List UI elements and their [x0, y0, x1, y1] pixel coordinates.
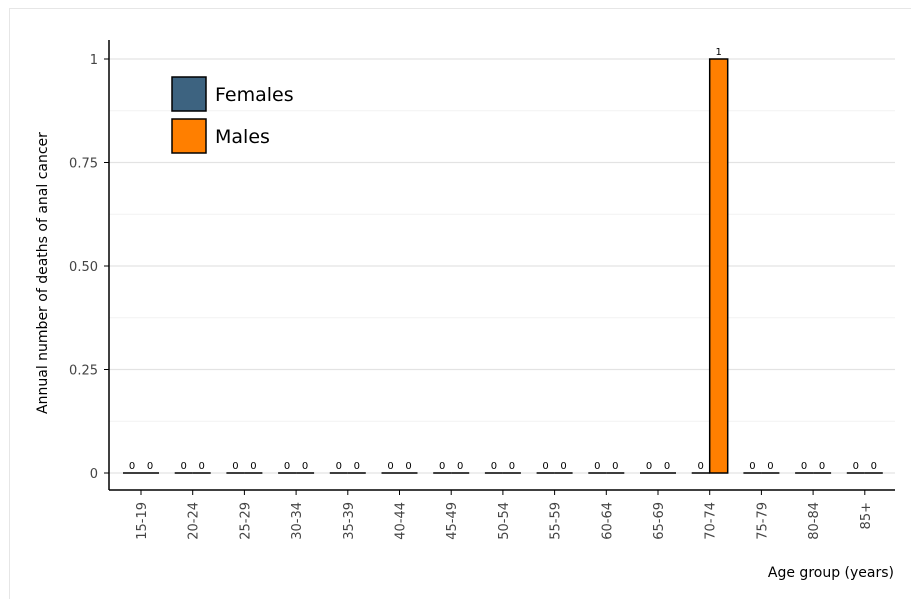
legend: Females Males	[171, 76, 294, 154]
data-label: 0	[509, 461, 515, 472]
x-tick-label: 65-69	[652, 502, 667, 540]
data-label: 0	[387, 461, 393, 472]
tick-labels: 0 0.25 0.50 0.75 1 15-19 20-24 25-29 30-34 35-39 4…	[69, 53, 874, 540]
x-tick-label: 85+	[859, 502, 874, 529]
data-label: 0	[457, 461, 463, 472]
data-label: 0	[853, 461, 859, 472]
y-tick-label: 1	[90, 53, 98, 68]
data-label: 0	[147, 461, 153, 472]
data-label: 0	[336, 461, 342, 472]
bar-males-70-74	[708, 58, 729, 474]
legend-swatch-females	[171, 76, 207, 112]
gridlines	[109, 58, 895, 474]
x-tick-label: 55-59	[549, 502, 564, 540]
data-label: 0	[129, 461, 135, 472]
data-labels: 0 0 0 0 0 0 0 0 0 0 0 0 0 0 0 0 0 0 0 0 0 0 0 1 0 0 0 0 0 0	[129, 47, 877, 472]
data-label: 0	[612, 461, 618, 472]
data-label: 0	[439, 461, 445, 472]
data-label: 0	[646, 461, 652, 472]
x-tick-label: 80-84	[807, 502, 822, 540]
data-label: 0	[871, 461, 877, 472]
x-tick-label: 50-54	[497, 502, 512, 540]
x-axis-title: Age group (years)	[768, 565, 894, 581]
data-label: 0	[698, 461, 704, 472]
data-label: 0	[819, 461, 825, 472]
y-tick-label: 0.50	[69, 260, 98, 275]
data-label: 0	[560, 461, 566, 472]
chart-frame	[9, 8, 911, 599]
bars	[123, 58, 883, 474]
data-label: 0	[354, 461, 360, 472]
x-tick-label: 35-39	[342, 502, 357, 540]
data-label: 0	[594, 461, 600, 472]
data-label: 0	[250, 461, 256, 472]
x-tick-label: 30-34	[290, 502, 305, 540]
data-label: 0	[801, 461, 807, 472]
data-label: 0	[181, 461, 187, 472]
data-label: 0	[767, 461, 773, 472]
data-label: 1	[716, 47, 722, 58]
x-tick-label: 15-19	[135, 502, 150, 540]
x-tick-label: 20-24	[187, 502, 202, 540]
data-label: 0	[491, 461, 497, 472]
y-axis-title: Annual number of deaths of anal cancer	[35, 132, 51, 414]
data-label: 0	[749, 461, 755, 472]
x-tick-label: 75-79	[755, 502, 770, 540]
data-label: 0	[284, 461, 290, 472]
legend-label-females: Females	[215, 84, 294, 106]
legend-swatch-males	[171, 118, 207, 154]
data-label: 0	[664, 461, 670, 472]
x-tick-label: 40-44	[394, 502, 409, 540]
data-label: 0	[302, 461, 308, 472]
x-tick-label: 45-49	[445, 502, 460, 540]
data-label: 0	[542, 461, 548, 472]
axes	[104, 40, 895, 495]
data-label: 0	[232, 461, 238, 472]
legend-label-males: Males	[215, 126, 270, 148]
y-tick-label: 0.25	[69, 364, 98, 379]
x-tick-label: 25-29	[238, 502, 253, 540]
data-label: 0	[199, 461, 205, 472]
y-tick-label: 0	[90, 467, 98, 482]
data-label: 0	[405, 461, 411, 472]
y-tick-label: 0.75	[69, 157, 98, 172]
x-tick-label: 70-74	[704, 502, 719, 540]
x-tick-label: 60-64	[600, 502, 615, 540]
